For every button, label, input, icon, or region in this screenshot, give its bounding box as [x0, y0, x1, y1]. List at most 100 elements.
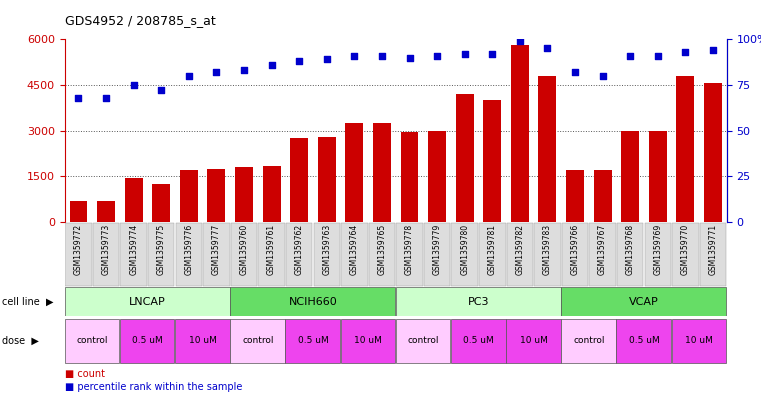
- Text: GSM1359770: GSM1359770: [681, 224, 690, 275]
- Bar: [373, 123, 391, 222]
- Bar: [566, 170, 584, 222]
- FancyBboxPatch shape: [148, 223, 174, 286]
- Point: [128, 82, 140, 88]
- Point: [541, 45, 553, 51]
- Bar: [318, 137, 336, 222]
- Point: [238, 67, 250, 73]
- Point: [293, 58, 305, 64]
- FancyBboxPatch shape: [451, 319, 505, 363]
- Text: control: control: [573, 336, 604, 345]
- FancyBboxPatch shape: [341, 319, 395, 363]
- Bar: [428, 130, 446, 222]
- FancyBboxPatch shape: [231, 223, 257, 286]
- Bar: [180, 170, 198, 222]
- FancyBboxPatch shape: [230, 319, 285, 363]
- Text: cell line  ▶: cell line ▶: [2, 297, 53, 307]
- Point: [597, 73, 609, 79]
- Text: GSM1359781: GSM1359781: [488, 224, 497, 275]
- FancyBboxPatch shape: [396, 319, 451, 363]
- FancyBboxPatch shape: [396, 287, 561, 316]
- Bar: [345, 123, 363, 222]
- Point: [320, 56, 333, 62]
- Bar: [483, 100, 501, 222]
- FancyBboxPatch shape: [203, 223, 230, 286]
- Text: GSM1359763: GSM1359763: [322, 224, 331, 275]
- Text: GSM1359782: GSM1359782: [515, 224, 524, 275]
- Text: GDS4952 / 208785_s_at: GDS4952 / 208785_s_at: [65, 15, 215, 28]
- Bar: [649, 130, 667, 222]
- FancyBboxPatch shape: [451, 223, 478, 286]
- Bar: [97, 201, 115, 222]
- Bar: [400, 132, 419, 222]
- Text: GSM1359783: GSM1359783: [543, 224, 552, 275]
- Point: [155, 87, 167, 94]
- Text: PC3: PC3: [468, 297, 489, 307]
- Text: GSM1359769: GSM1359769: [653, 224, 662, 275]
- Bar: [456, 94, 473, 222]
- FancyBboxPatch shape: [368, 223, 395, 286]
- FancyBboxPatch shape: [65, 287, 230, 316]
- Text: GSM1359760: GSM1359760: [240, 224, 249, 275]
- FancyBboxPatch shape: [65, 223, 92, 286]
- Text: NCIH660: NCIH660: [288, 297, 337, 307]
- Bar: [208, 169, 225, 222]
- FancyBboxPatch shape: [672, 223, 699, 286]
- Text: GSM1359773: GSM1359773: [101, 224, 110, 275]
- FancyBboxPatch shape: [561, 287, 726, 316]
- FancyBboxPatch shape: [671, 319, 726, 363]
- Point: [624, 53, 636, 59]
- FancyBboxPatch shape: [479, 223, 505, 286]
- FancyBboxPatch shape: [534, 223, 561, 286]
- FancyBboxPatch shape: [176, 223, 202, 286]
- Point: [459, 51, 471, 57]
- Text: control: control: [242, 336, 273, 345]
- FancyBboxPatch shape: [341, 223, 368, 286]
- FancyBboxPatch shape: [258, 223, 285, 286]
- Text: ■ count: ■ count: [65, 369, 105, 379]
- Text: GSM1359764: GSM1359764: [350, 224, 359, 275]
- Text: 10 uM: 10 uM: [685, 336, 713, 345]
- Bar: [125, 178, 142, 222]
- FancyBboxPatch shape: [699, 223, 726, 286]
- FancyBboxPatch shape: [230, 287, 395, 316]
- FancyBboxPatch shape: [507, 223, 533, 286]
- Text: dose  ▶: dose ▶: [2, 336, 38, 346]
- Bar: [539, 76, 556, 222]
- FancyBboxPatch shape: [396, 223, 423, 286]
- FancyBboxPatch shape: [617, 223, 644, 286]
- Text: 0.5 uM: 0.5 uM: [463, 336, 494, 345]
- Point: [349, 53, 361, 59]
- FancyBboxPatch shape: [562, 223, 588, 286]
- FancyBboxPatch shape: [93, 223, 119, 286]
- Text: GSM1359762: GSM1359762: [295, 224, 304, 275]
- Text: ■ percentile rank within the sample: ■ percentile rank within the sample: [65, 382, 242, 392]
- Bar: [235, 167, 253, 222]
- Bar: [263, 166, 281, 222]
- Text: control: control: [408, 336, 439, 345]
- Text: 10 uM: 10 uM: [354, 336, 382, 345]
- Point: [486, 51, 498, 57]
- Text: GSM1359768: GSM1359768: [626, 224, 635, 275]
- Text: 10 uM: 10 uM: [189, 336, 217, 345]
- FancyBboxPatch shape: [424, 223, 451, 286]
- Text: 0.5 uM: 0.5 uM: [132, 336, 163, 345]
- Text: LNCAP: LNCAP: [129, 297, 166, 307]
- Text: GSM1359771: GSM1359771: [708, 224, 718, 275]
- Point: [651, 53, 664, 59]
- Text: GSM1359775: GSM1359775: [157, 224, 166, 275]
- Point: [100, 95, 112, 101]
- Text: GSM1359766: GSM1359766: [571, 224, 580, 275]
- Text: 0.5 uM: 0.5 uM: [629, 336, 659, 345]
- FancyBboxPatch shape: [314, 223, 340, 286]
- FancyBboxPatch shape: [65, 319, 119, 363]
- FancyBboxPatch shape: [286, 223, 313, 286]
- Point: [431, 53, 443, 59]
- Point: [266, 62, 278, 68]
- FancyBboxPatch shape: [175, 319, 230, 363]
- FancyBboxPatch shape: [120, 319, 174, 363]
- FancyBboxPatch shape: [645, 223, 671, 286]
- Bar: [677, 76, 694, 222]
- Point: [569, 69, 581, 75]
- Text: GSM1359778: GSM1359778: [405, 224, 414, 275]
- FancyBboxPatch shape: [616, 319, 671, 363]
